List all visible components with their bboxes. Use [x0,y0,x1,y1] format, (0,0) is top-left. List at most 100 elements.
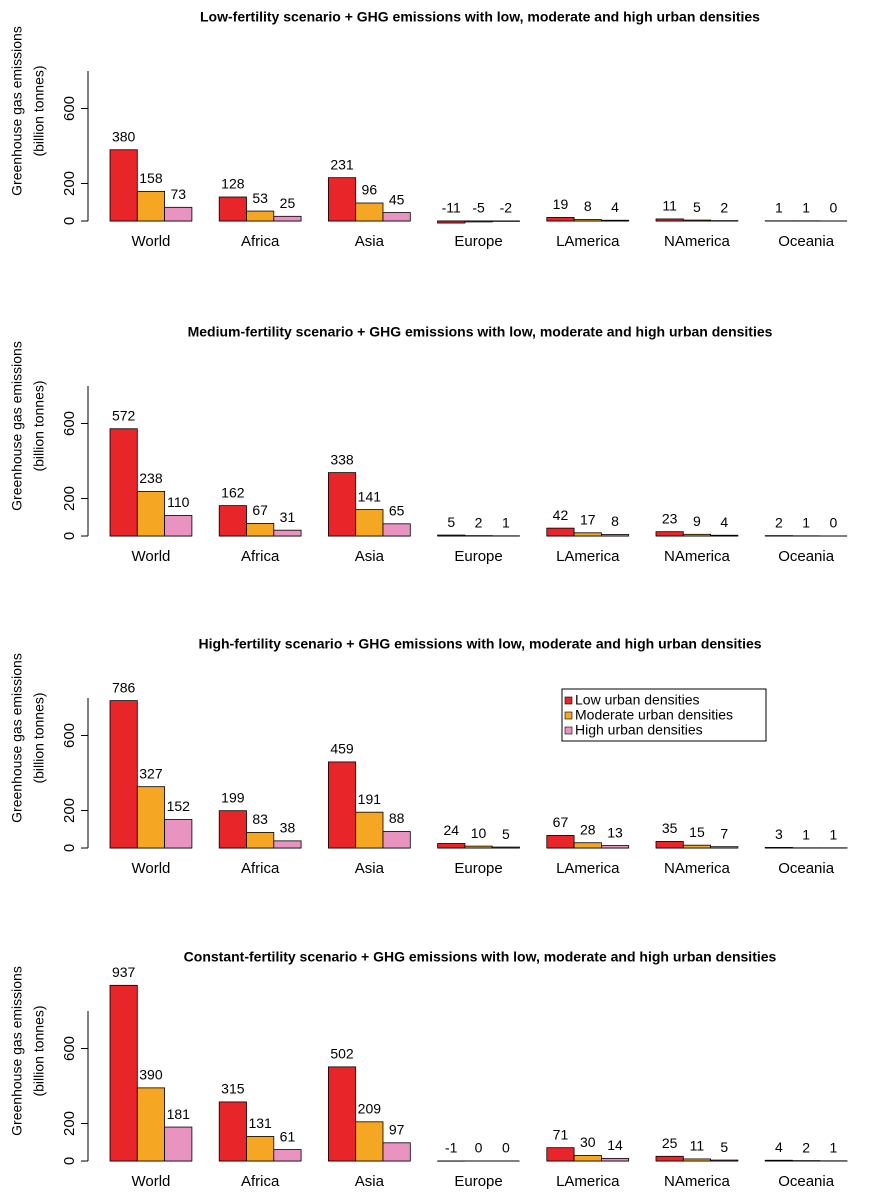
value-label: 0 [502,1140,510,1156]
value-label: 97 [389,1122,405,1138]
value-label: 35 [662,820,678,836]
x-tick-label: Africa [241,548,280,565]
value-label: 61 [280,1128,296,1144]
bar [382,523,411,537]
bar [164,206,193,222]
x-tick-label: Europe [454,548,502,565]
y-axis-label: (billion tonnes) [31,65,47,156]
bar [710,1159,739,1162]
bar [601,534,630,537]
y-axis-label: (billion tonnes) [31,692,47,783]
value-label: 25 [662,1135,678,1151]
bar [710,534,739,537]
x-tick-label: Asia [355,548,385,565]
x-tick-label: NAmerica [664,548,731,565]
bar [273,1149,302,1162]
value-label: 338 [330,451,354,467]
bar [218,810,247,849]
bar [246,832,275,849]
value-label: 67 [252,502,268,518]
y-tick-label: 600 [61,96,78,121]
value-label: 131 [248,1115,272,1131]
x-tick-label: NAmerica [664,233,731,250]
value-label: 24 [443,822,459,838]
chart-title: High-fertility scenario + GHG emissions … [198,636,761,652]
bar [136,786,166,849]
value-label: 5 [720,1139,728,1155]
bar [164,1126,193,1162]
y-tick-label: 200 [61,486,78,511]
y-axis-label: Greenhouse gas emissions [9,653,25,823]
value-label: 0 [830,200,838,216]
bar [136,1087,166,1162]
chart-title: Medium-fertility scenario + GHG emission… [188,324,773,340]
y-tick-label: 0 [61,532,78,540]
bar [573,219,602,222]
value-label: 13 [607,824,623,840]
value-label: 5 [447,514,455,530]
bar [601,219,630,222]
x-tick-label: World [131,233,170,250]
value-label: 4 [720,514,728,530]
legend-label: High urban densities [575,722,703,738]
value-label: 11 [690,1138,705,1154]
value-label: 53 [252,190,268,206]
bar [655,531,684,537]
value-label: 1 [830,1140,838,1156]
bar [355,1121,384,1162]
bar [464,845,493,849]
x-tick-label: Europe [454,233,502,250]
x-tick-label: World [131,548,170,565]
bar [218,505,247,537]
bar [246,210,275,222]
x-tick-label: Europe [454,1173,502,1190]
y-tick-label: 200 [61,798,78,823]
value-label: 11 [662,198,677,214]
bar [327,177,357,222]
value-label: 315 [221,1081,245,1097]
x-tick-label: Africa [241,1173,280,1190]
bar [682,844,711,849]
bar [355,202,384,222]
bar [655,841,684,849]
y-axis-label: Greenhouse gas emissions [9,341,25,511]
value-label: 1 [802,200,810,216]
y-axis-label: Greenhouse gas emissions [9,966,25,1136]
y-axis-label: Greenhouse gas emissions [9,26,25,196]
bar [655,218,684,222]
bar [464,220,493,223]
bar [136,490,166,537]
x-tick-label: Africa [241,860,280,877]
x-tick-label: Asia [355,860,385,877]
value-label: 19 [553,196,569,212]
y-axis-label: (billion tonnes) [31,1005,47,1096]
value-label: 380 [112,128,136,144]
value-label: 1 [502,515,510,531]
value-label: 2 [475,514,483,530]
bar [573,1154,602,1162]
bar [218,1101,247,1162]
value-label: 572 [112,407,136,423]
value-label: 209 [358,1101,382,1117]
bar [546,1147,575,1162]
value-label: 8 [611,513,619,529]
value-label: 199 [221,789,245,805]
value-label: 0 [830,515,838,531]
bar [355,509,384,537]
value-label: 73 [170,186,186,202]
bar [573,532,602,537]
bar [682,219,711,222]
x-tick-label: NAmerica [664,860,731,877]
value-label: 1 [802,515,810,531]
x-tick-label: Oceania [778,1173,835,1190]
y-tick-label: 600 [61,411,78,436]
value-label: 152 [167,798,191,814]
bar [546,835,575,849]
value-label: 2 [802,1139,810,1155]
value-label: 42 [553,507,569,523]
bar [437,534,466,537]
x-tick-label: NAmerica [664,1173,731,1190]
x-tick-label: LAmerica [556,548,620,565]
bar [601,845,630,849]
